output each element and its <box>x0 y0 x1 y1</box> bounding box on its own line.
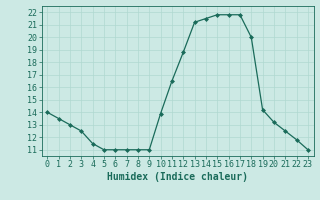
X-axis label: Humidex (Indice chaleur): Humidex (Indice chaleur) <box>107 172 248 182</box>
